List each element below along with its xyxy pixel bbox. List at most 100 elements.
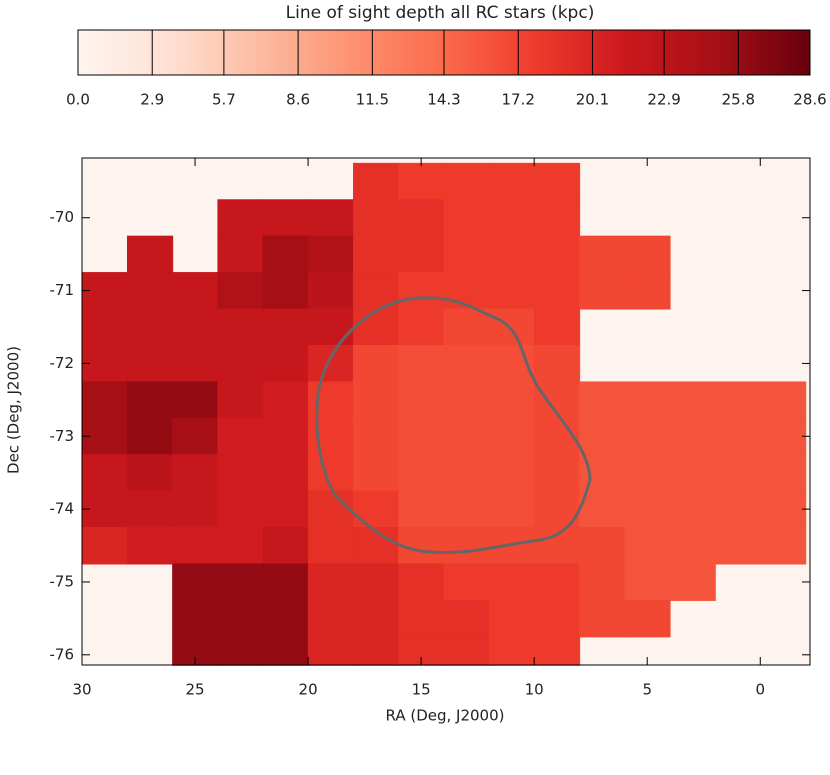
heatmap-cell — [760, 490, 807, 529]
heatmap-cell — [353, 381, 400, 419]
colorbar-tick-label: 0.0 — [66, 91, 90, 109]
heatmap-cell — [714, 381, 762, 419]
colorbar-tick-label: 25.8 — [722, 91, 755, 109]
heatmap-cell — [669, 563, 716, 601]
heatmap-cells — [81, 162, 807, 666]
heatmap-cell — [172, 490, 219, 529]
heatmap-cell — [624, 235, 671, 274]
heatmap-cell — [488, 235, 535, 274]
heatmap-cell — [669, 381, 716, 419]
heatmap-cell — [126, 381, 174, 419]
heatmap-cell — [443, 381, 490, 419]
heatmap-cell — [353, 527, 400, 565]
heatmap-cell — [307, 235, 355, 274]
heatmap-cell — [714, 454, 762, 492]
heatmap-cell — [669, 417, 716, 456]
heatmap-cell — [443, 527, 490, 565]
heatmap-cell — [307, 344, 355, 383]
heatmap-cell — [533, 454, 581, 492]
heatmap-cell — [579, 235, 626, 274]
heatmap-cell — [353, 563, 400, 601]
heatmap-cell — [217, 454, 264, 492]
y-tick-label: -73 — [50, 427, 75, 445]
heatmap-cell — [262, 417, 309, 456]
heatmap-cell — [172, 417, 219, 456]
heatmap-cell — [488, 563, 535, 601]
heatmap-cell — [488, 308, 535, 346]
heatmap-cell — [488, 490, 535, 529]
x-tick-label: 30 — [72, 681, 91, 699]
colorbar-tick-label: 11.5 — [356, 91, 389, 109]
heatmap-cell — [398, 599, 445, 638]
heatmap-cell — [353, 162, 400, 201]
heatmap-cell — [172, 563, 219, 601]
heatmap-cell — [262, 490, 309, 529]
heatmap-cell — [579, 527, 626, 565]
heatmap-cell — [307, 308, 355, 346]
heatmap-cell — [398, 308, 445, 346]
colorbar-tick-label: 5.7 — [212, 91, 236, 109]
heatmap-cell — [262, 527, 309, 565]
heatmap-cell — [81, 417, 128, 456]
colorbar-tick-label: 17.2 — [502, 91, 535, 109]
heatmap-cell — [126, 527, 174, 565]
heatmap-cell — [579, 272, 626, 310]
heatmap-cell — [624, 527, 671, 565]
heatmap-cell — [217, 308, 264, 346]
heatmap-cell — [398, 381, 445, 419]
heatmap-cell — [533, 235, 581, 274]
heatmap-cell — [443, 308, 490, 346]
x-tick-label: 20 — [299, 681, 318, 699]
heatmap-cell — [714, 417, 762, 456]
heatmap-cell — [126, 308, 174, 346]
heatmap-cell — [217, 417, 264, 456]
heatmap-cell — [217, 636, 264, 666]
heatmap-cell — [217, 563, 264, 601]
heatmap-cell — [488, 381, 535, 419]
heatmap-cell — [353, 490, 400, 529]
heatmap-cell — [624, 417, 671, 456]
heatmap-cell — [669, 527, 716, 565]
heatmap-cell — [443, 599, 490, 638]
colorbar-tick-label: 28.6 — [793, 91, 826, 109]
heatmap-cell — [443, 162, 490, 201]
heatmap-cell — [307, 199, 355, 237]
heatmap-cell — [579, 381, 626, 419]
x-tick-label: 5 — [642, 681, 652, 699]
heatmap-cell — [533, 344, 581, 383]
heatmap-cell — [579, 599, 626, 638]
y-axis-label: Dec (Deg, J2000) — [5, 346, 23, 474]
heatmap-cell — [353, 235, 400, 274]
heatmap-cell — [353, 599, 400, 638]
heatmap-cell — [624, 563, 671, 601]
heatmap-cell — [398, 490, 445, 529]
heatmap-cell — [126, 490, 174, 529]
heatmap-cell — [443, 235, 490, 274]
heatmap-cell — [262, 199, 309, 237]
heatmap-cell — [307, 272, 355, 310]
heatmap-cell — [624, 490, 671, 529]
heatmap-cell — [217, 381, 264, 419]
heatmap-cell — [443, 344, 490, 383]
x-tick-label: 15 — [412, 681, 431, 699]
heatmap-cell — [172, 527, 219, 565]
heatmap-cell — [624, 454, 671, 492]
heatmap-cell — [172, 272, 219, 310]
heatmap-cell — [262, 599, 309, 638]
heatmap-cell — [81, 454, 128, 492]
heatmap-cell — [398, 454, 445, 492]
x-tick-label: 25 — [185, 681, 204, 699]
heatmap-cell — [669, 490, 716, 529]
heatmap-cell — [307, 381, 355, 419]
heatmap-cell — [217, 527, 264, 565]
heatmap-cell — [533, 308, 581, 346]
heatmap-cell — [443, 490, 490, 529]
heatmap-cell — [398, 162, 445, 201]
heatmap-cell — [443, 417, 490, 456]
heatmap-cell — [579, 490, 626, 529]
heatmap-cell — [262, 344, 309, 383]
heatmap-cell — [217, 490, 264, 529]
heatmap-cell — [262, 454, 309, 492]
heatmap-cell — [353, 636, 400, 666]
